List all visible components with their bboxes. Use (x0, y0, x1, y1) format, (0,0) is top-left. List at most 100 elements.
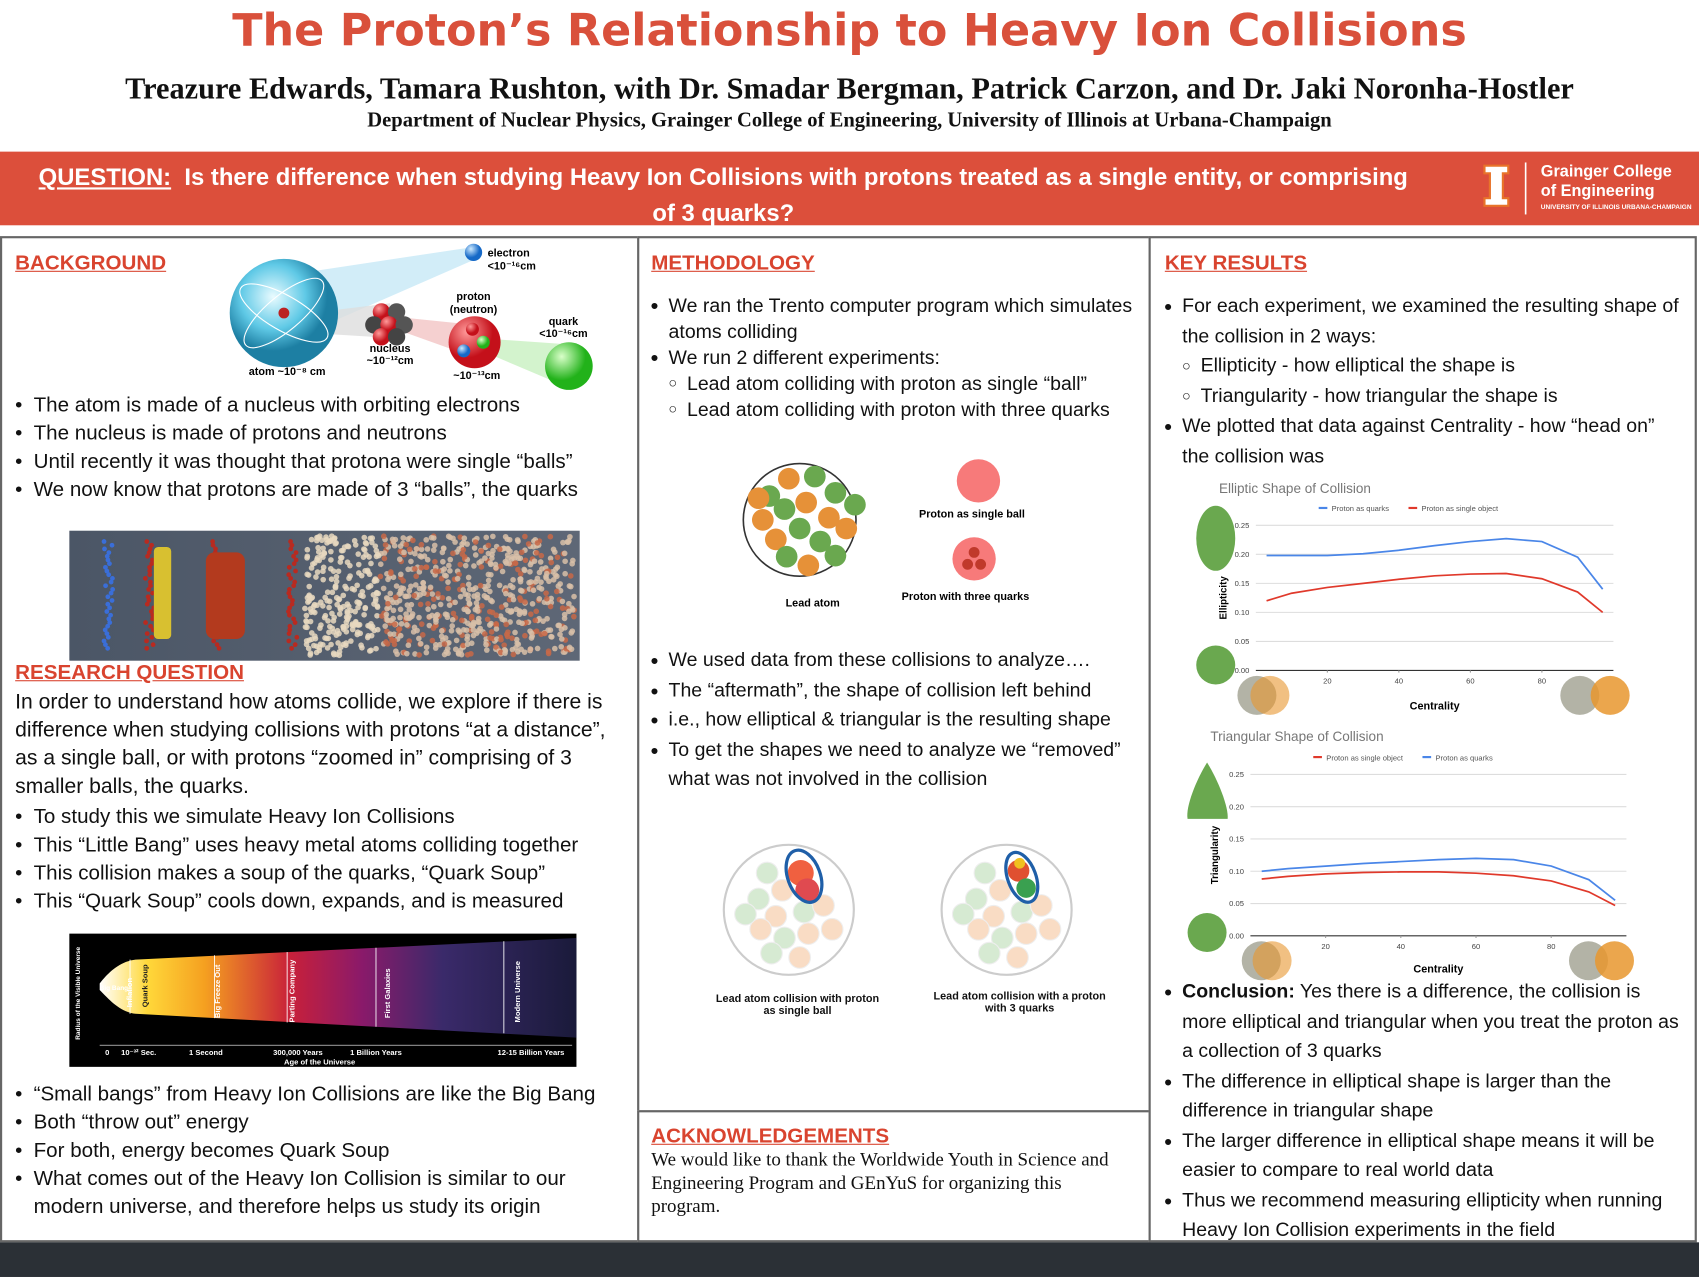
particle (568, 630, 575, 636)
y-tick-label: 0.25 (1235, 521, 1250, 530)
particle (394, 651, 400, 657)
bullets: Conclusion: Yes there is a difference, t… (1164, 977, 1684, 1245)
nucleon (747, 887, 770, 911)
particle (150, 616, 155, 622)
question: QUESTION: Is there difference when study… (33, 159, 1415, 230)
label: proton (456, 291, 490, 303)
logo-line: Grainger College (1540, 162, 1672, 181)
particle (460, 582, 466, 589)
particle (439, 549, 446, 556)
particle (292, 642, 298, 648)
particle (286, 572, 292, 578)
particle (290, 598, 295, 603)
orbit (239, 283, 329, 343)
overlap-icon (1250, 675, 1290, 715)
nucleon (835, 517, 858, 540)
particle (109, 598, 115, 603)
particle (437, 641, 443, 648)
legend-label: Proton as single object (1326, 753, 1404, 762)
particle (291, 561, 297, 567)
particle (488, 629, 495, 635)
department: Department of Nuclear Physics, Grainger … (367, 109, 1332, 133)
particle (326, 538, 332, 545)
particle (142, 575, 148, 581)
particle (453, 637, 460, 644)
particle (487, 597, 494, 604)
method-labels: Lead atom Proton as single ball Proton w… (786, 509, 1030, 610)
nucleon (1029, 894, 1053, 917)
particle (533, 608, 540, 615)
particle (387, 590, 394, 597)
particle (294, 634, 300, 640)
particle (412, 550, 418, 557)
particle (447, 568, 453, 574)
proton-quarks (952, 537, 996, 581)
particle (559, 605, 566, 611)
particle (372, 543, 379, 549)
particle (149, 557, 155, 563)
y-tick-label: 0.05 (1229, 899, 1244, 908)
particle (465, 608, 471, 615)
particle (150, 642, 156, 648)
particle (544, 595, 550, 602)
particle (148, 583, 153, 589)
particle (104, 568, 110, 574)
particle (288, 546, 294, 552)
particle (528, 579, 534, 585)
particle (344, 616, 351, 623)
particle (397, 587, 404, 594)
particle (205, 552, 245, 640)
particle (450, 550, 456, 557)
bullet: Thus we recommend measuring ellipticity … (1164, 1185, 1684, 1245)
particle (412, 566, 418, 572)
particle (458, 651, 465, 658)
particle (529, 601, 536, 607)
particle (429, 637, 436, 644)
particle (548, 559, 555, 566)
particle (478, 564, 485, 570)
particle (349, 626, 356, 633)
overlap-icon (1594, 941, 1634, 981)
particle (105, 623, 111, 629)
banner (0, 151, 1699, 226)
timeline-labels: Big Bang Inflation Quark Soup Big Freeze… (75, 947, 564, 1067)
particle (380, 585, 387, 592)
label: Parting Company (288, 959, 297, 1023)
nucleon (788, 946, 812, 969)
particle (332, 540, 339, 547)
particle (482, 555, 488, 561)
hit (795, 878, 820, 903)
x-tick-label: 80 (1547, 942, 1555, 951)
particle (498, 604, 505, 610)
particle (340, 624, 347, 631)
particle (286, 638, 292, 644)
nucleon (764, 904, 788, 928)
particle (538, 552, 545, 559)
bullets: We ran the Trento computer program which… (650, 292, 1138, 370)
particle (423, 649, 430, 656)
particle (335, 597, 342, 603)
particle (455, 627, 462, 634)
particle (105, 601, 111, 607)
particle (291, 583, 297, 589)
particle (106, 550, 112, 555)
nucleus (365, 303, 413, 346)
particle (105, 645, 111, 651)
particle (287, 612, 292, 618)
particle (479, 602, 485, 609)
nucleon (755, 861, 779, 885)
charts: Elliptic Shape of Collision 0.00 0.05 0.10 0… (1210, 481, 1627, 976)
particle (304, 546, 311, 553)
particle (471, 593, 477, 599)
particle (304, 553, 311, 560)
particle (553, 588, 560, 595)
label: Inflation (125, 977, 134, 1007)
particle (420, 579, 427, 586)
particle (511, 555, 518, 562)
bullet: The atom is made of a nucleus with orbit… (15, 392, 633, 420)
heading: KEY RESULTS (1164, 252, 1308, 276)
nucleon (760, 941, 783, 965)
bullet: “Small bangs” from Heavy Ion Collisions … (15, 1081, 622, 1109)
particle (502, 533, 509, 540)
particle (559, 598, 566, 605)
